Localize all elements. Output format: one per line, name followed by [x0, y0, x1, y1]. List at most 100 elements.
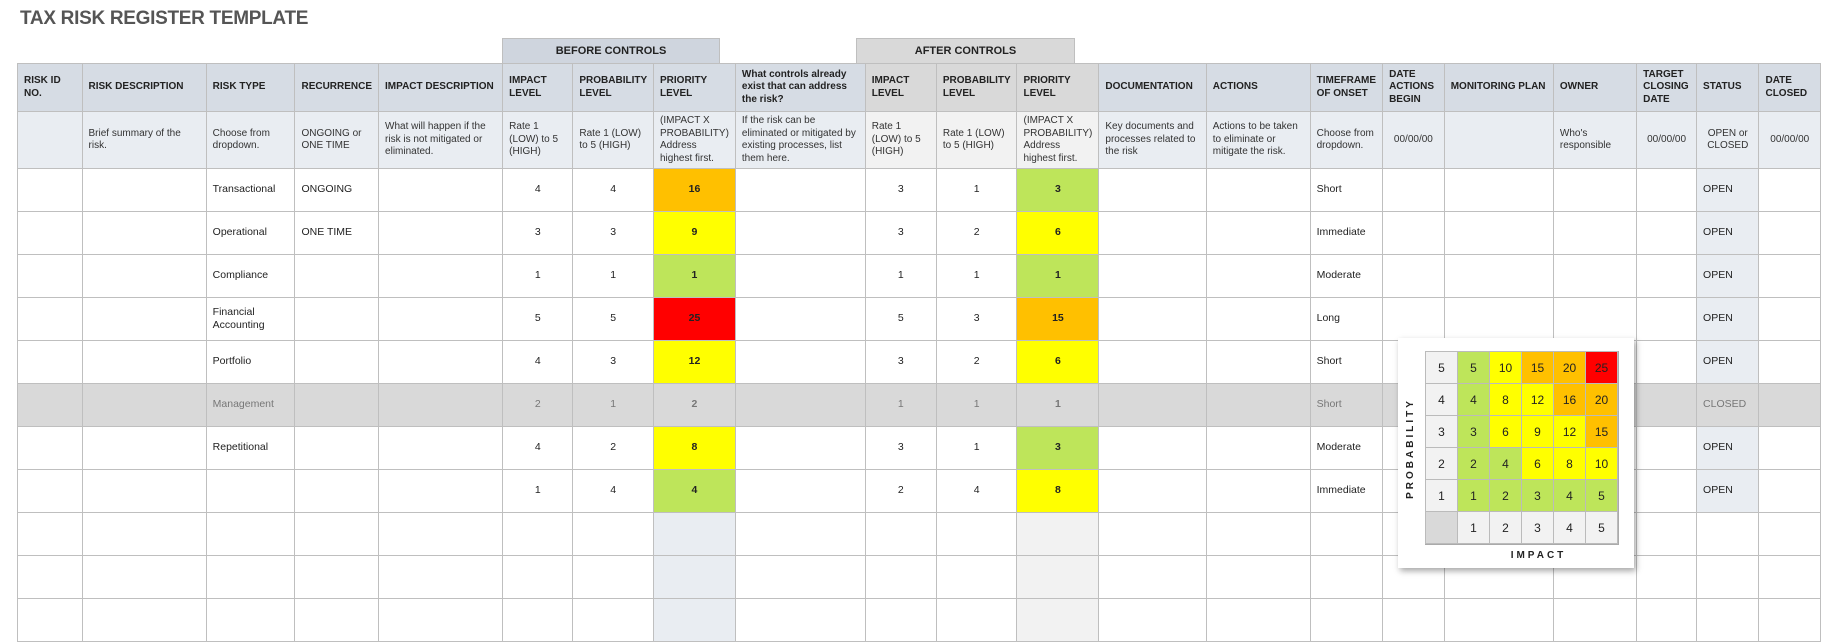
table-cell[interactable]	[1758, 512, 1821, 556]
table-cell[interactable]	[1552, 254, 1638, 298]
table-cell[interactable]	[864, 555, 937, 599]
table-cell[interactable]	[1636, 555, 1698, 599]
table-cell[interactable]	[378, 512, 504, 556]
table-cell[interactable]	[1309, 512, 1384, 556]
table-cell[interactable]	[1443, 297, 1554, 341]
table-cell[interactable]	[734, 555, 866, 599]
cell-recurrence[interactable]	[294, 469, 380, 513]
table-cell[interactable]	[502, 512, 574, 556]
cell-b-prob[interactable]: 4	[572, 469, 654, 513]
cell-b-priority[interactable]: 25	[653, 297, 736, 341]
cell-recurrence[interactable]: ONE TIME	[294, 211, 380, 255]
cell-a-prob[interactable]: 1	[935, 168, 1018, 212]
table-cell[interactable]	[935, 512, 1018, 556]
cell-b-impact[interactable]: 4	[502, 426, 574, 470]
cell-a-priority[interactable]: 1	[1016, 383, 1100, 427]
cell-timeframe[interactable]: Moderate	[1309, 426, 1384, 470]
table-cell[interactable]	[734, 297, 866, 341]
table-cell[interactable]	[17, 598, 83, 642]
table-cell[interactable]	[17, 211, 83, 255]
table-cell[interactable]	[502, 598, 574, 642]
table-cell[interactable]	[1758, 168, 1821, 212]
table-cell[interactable]	[1758, 469, 1821, 513]
cell-type[interactable]: Portfolio	[205, 340, 296, 384]
cell-b-prob[interactable]: 4	[572, 168, 654, 212]
table-cell[interactable]	[81, 426, 207, 470]
table-cell[interactable]	[1758, 211, 1821, 255]
table-cell[interactable]	[1205, 383, 1311, 427]
table-cell[interactable]	[17, 254, 83, 298]
table-cell[interactable]	[1098, 555, 1207, 599]
cell-type[interactable]: Transactional	[205, 168, 296, 212]
cell-a-prob[interactable]: 2	[935, 340, 1018, 384]
table-cell[interactable]	[572, 555, 654, 599]
cell-timeframe[interactable]: Moderate	[1309, 254, 1384, 298]
table-cell[interactable]	[81, 297, 207, 341]
table-cell[interactable]	[378, 598, 504, 642]
table-cell[interactable]	[1205, 598, 1311, 642]
table-cell[interactable]	[17, 555, 83, 599]
cell-b-impact[interactable]: 4	[502, 340, 574, 384]
table-cell[interactable]	[1636, 426, 1698, 470]
table-cell[interactable]	[378, 383, 504, 427]
table-cell[interactable]	[1205, 168, 1311, 212]
cell-a-impact[interactable]: 3	[864, 426, 937, 470]
cell-a-priority[interactable]: 3	[1016, 426, 1100, 470]
table-cell[interactable]	[378, 555, 504, 599]
table-cell[interactable]	[378, 254, 504, 298]
table-cell[interactable]	[378, 297, 504, 341]
table-cell[interactable]	[17, 168, 83, 212]
cell-status[interactable]: OPEN	[1696, 254, 1760, 298]
table-cell[interactable]	[17, 297, 83, 341]
cell-recurrence[interactable]: ONGOING	[294, 168, 380, 212]
table-cell[interactable]	[81, 254, 207, 298]
table-cell[interactable]	[1636, 211, 1698, 255]
cell-type[interactable]: Compliance	[205, 254, 296, 298]
table-cell[interactable]	[1443, 598, 1554, 642]
cell-b-impact[interactable]: 4	[502, 168, 574, 212]
table-cell[interactable]	[1309, 598, 1384, 642]
table-cell[interactable]	[1098, 168, 1207, 212]
table-cell[interactable]	[1636, 598, 1698, 642]
cell-recurrence[interactable]	[294, 297, 380, 341]
table-cell[interactable]	[1636, 383, 1698, 427]
cell-status[interactable]: OPEN	[1696, 168, 1760, 212]
table-cell[interactable]	[1636, 469, 1698, 513]
table-cell[interactable]	[294, 598, 380, 642]
cell-recurrence[interactable]	[294, 254, 380, 298]
cell-a-impact[interactable]: 3	[864, 340, 937, 384]
table-cell[interactable]	[81, 555, 207, 599]
cell-a-priority[interactable]: 3	[1016, 168, 1100, 212]
table-cell[interactable]	[294, 512, 380, 556]
cell-b-impact[interactable]: 1	[502, 254, 574, 298]
table-cell[interactable]	[1309, 555, 1384, 599]
table-cell[interactable]	[1552, 211, 1638, 255]
cell-a-priority[interactable]: 8	[1016, 469, 1100, 513]
cell-status[interactable]: OPEN	[1696, 469, 1760, 513]
table-cell[interactable]	[17, 383, 83, 427]
table-cell[interactable]	[1636, 340, 1698, 384]
table-cell[interactable]	[502, 555, 574, 599]
cell-a-impact[interactable]: 2	[864, 469, 937, 513]
cell-type[interactable]: Financial Accounting	[205, 297, 296, 341]
cell-status[interactable]: OPEN	[1696, 426, 1760, 470]
table-cell[interactable]	[1098, 297, 1207, 341]
table-cell[interactable]	[935, 598, 1018, 642]
cell-timeframe[interactable]: Short	[1309, 168, 1384, 212]
table-cell[interactable]	[734, 340, 866, 384]
table-cell[interactable]	[1016, 598, 1100, 642]
table-cell[interactable]	[1758, 555, 1821, 599]
cell-b-impact[interactable]: 1	[502, 469, 574, 513]
table-cell[interactable]	[81, 598, 207, 642]
table-cell[interactable]	[1636, 254, 1698, 298]
table-cell[interactable]	[734, 168, 866, 212]
table-cell[interactable]	[205, 512, 296, 556]
table-cell[interactable]	[653, 598, 736, 642]
table-cell[interactable]	[1758, 598, 1821, 642]
cell-b-priority[interactable]: 12	[653, 340, 736, 384]
table-cell[interactable]	[17, 340, 83, 384]
cell-timeframe[interactable]: Long	[1309, 297, 1384, 341]
cell-a-impact[interactable]: 3	[864, 168, 937, 212]
table-cell[interactable]	[17, 512, 83, 556]
table-cell[interactable]	[17, 469, 83, 513]
